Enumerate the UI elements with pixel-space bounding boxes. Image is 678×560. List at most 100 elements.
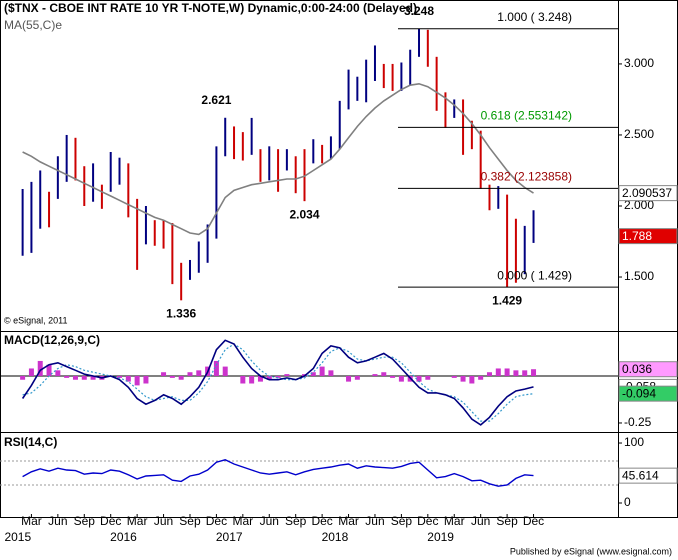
ma-last-value-box <box>618 185 678 202</box>
last-price-box <box>618 228 678 245</box>
x-tick-label: Mar <box>444 514 465 528</box>
chart-frame <box>0 0 678 518</box>
histogram-bar <box>46 364 52 376</box>
histogram-bar <box>117 375 123 378</box>
histogram-bar <box>28 368 34 376</box>
histogram-bar <box>55 370 61 376</box>
histogram-bar <box>319 366 325 376</box>
histogram-bar <box>240 375 246 384</box>
histogram-bar <box>178 375 184 380</box>
footer: Published by eSignal (www.esignal.com) <box>510 546 672 556</box>
histogram-bar <box>451 375 457 378</box>
histogram-bar <box>460 375 466 382</box>
year-label: 2016 <box>110 530 137 544</box>
histogram-bar <box>328 370 334 376</box>
plot-layer: 1.500 2.000 2.500 3.000 -0.25 0 100 1.000 ( 3.2… <box>0 4 678 544</box>
histogram-bar <box>372 374 378 376</box>
histogram-bar <box>213 360 219 376</box>
y-tick-label: 100 <box>624 435 644 449</box>
x-tick-label: Sep <box>285 514 307 528</box>
x-tick-label: Mar <box>338 514 359 528</box>
ma-last-value: 2.090537 <box>622 186 672 200</box>
histogram-bar <box>284 374 290 376</box>
x-tick-label: Mar <box>21 514 42 528</box>
histogram-bar <box>275 375 281 378</box>
histogram-bar <box>72 375 78 380</box>
histogram-bar <box>495 368 501 376</box>
y-tick-label: 1.500 <box>624 269 654 283</box>
histogram-bar <box>187 372 193 376</box>
histogram-bar <box>81 375 87 380</box>
x-tick-label: Sep <box>391 514 413 528</box>
histogram-bar <box>310 372 316 376</box>
last-price: 1.788 <box>622 229 652 243</box>
series-line <box>22 459 534 487</box>
year-label: 2015 <box>4 530 31 544</box>
x-tick-label: Mar <box>127 514 148 528</box>
histogram-last-value: 0.036 <box>622 362 652 376</box>
x-tick-label: Sep <box>74 514 96 528</box>
histogram-bar <box>249 375 255 384</box>
x-tick-label: Dec <box>523 514 544 528</box>
x-tick-label: Sep <box>179 514 201 528</box>
histogram-bar <box>354 375 360 380</box>
histogram-bar <box>143 375 149 384</box>
histogram-bar <box>425 375 431 380</box>
x-tick-label: Jun <box>260 514 279 528</box>
histogram-bar <box>390 375 396 378</box>
histogram-bar <box>90 375 96 380</box>
x-tick-label: Dec <box>100 514 121 528</box>
histogram-bar <box>486 372 492 376</box>
series-line <box>22 82 534 236</box>
histogram-bar <box>222 366 228 376</box>
histogram-bar <box>161 372 167 376</box>
fib-label: 1.000 ( 3.248) <box>497 10 572 24</box>
x-tick-label: Jun <box>48 514 67 528</box>
year-label: 2018 <box>322 530 349 544</box>
x-tick-label: Sep <box>496 514 518 528</box>
histogram-bar <box>20 375 26 380</box>
fib-label: 0.382 (2.123858) <box>481 170 572 184</box>
histogram-bar <box>134 375 140 386</box>
histogram-last-value-box <box>618 361 678 378</box>
x-tick-label: Jun <box>365 514 384 528</box>
year-label: 2019 <box>427 530 454 544</box>
x-tick-label: Dec <box>417 514 438 528</box>
watermark: © eSignal, 2011 <box>4 315 68 325</box>
price-annotation: 2.621 <box>201 93 231 107</box>
price-annotation: 2.034 <box>289 207 319 221</box>
histogram-bar <box>416 375 422 382</box>
series-line <box>22 343 534 422</box>
histogram-bar <box>257 375 263 382</box>
histogram-bar <box>478 375 484 380</box>
histogram-bar <box>469 375 475 384</box>
year-label: 2017 <box>216 530 243 544</box>
histogram-bar <box>266 375 272 380</box>
signal-last-value: -0.094 <box>622 386 656 400</box>
histogram-bar <box>37 360 43 376</box>
legend-ma: MA(55,C)e <box>4 18 62 32</box>
histogram-bar <box>346 375 352 382</box>
histogram-bar <box>504 368 510 376</box>
y-tick-label: 2.500 <box>624 127 654 141</box>
price-annotation: 1.336 <box>166 306 196 320</box>
histogram-bar <box>398 375 404 382</box>
y-tick-label: -0.25 <box>624 415 652 429</box>
y-tick-label: 2.000 <box>624 198 654 212</box>
histogram-bar <box>64 375 70 378</box>
fib-label: 0.618 (2.553142) <box>481 109 572 123</box>
y-tick-label: 0 <box>624 495 631 509</box>
histogram-bar <box>513 370 519 376</box>
histogram-bar <box>169 375 175 378</box>
panel-title: MACD(12,26,9,C) <box>4 333 100 347</box>
histogram-bar <box>125 375 131 382</box>
rsi-last-value-box <box>618 467 678 484</box>
price-annotation: 3.248 <box>404 4 434 18</box>
series-line <box>21 339 534 426</box>
histogram-bar <box>196 370 202 376</box>
histogram-bar <box>381 372 387 376</box>
x-tick-label: Dec <box>206 514 227 528</box>
y-tick-label: 3.000 <box>624 56 654 70</box>
price-annotation: 1.429 <box>492 293 522 307</box>
